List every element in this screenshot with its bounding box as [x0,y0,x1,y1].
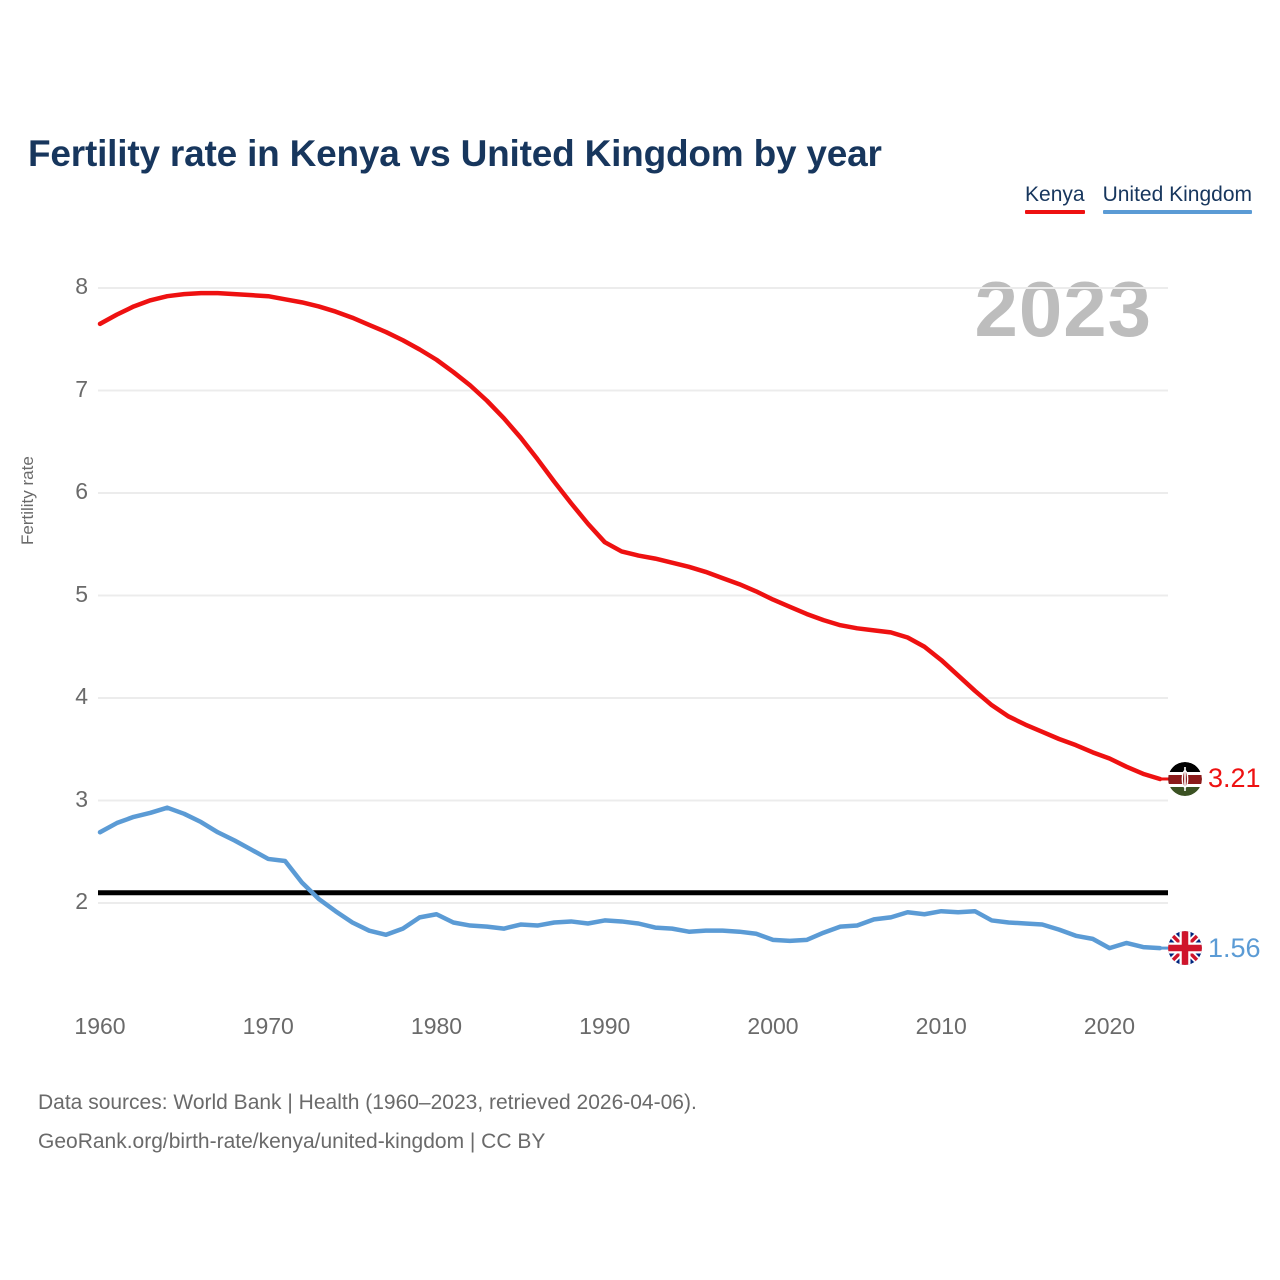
footer: Data sources: World Bank | Health (1960–… [38,1083,697,1161]
y-tick-label: 2 [75,888,88,914]
end-connectors [1160,777,1172,950]
legend-label-united-kingdom: United Kingdom [1102,183,1252,206]
end-label-united-kingdom[interactable]: 1.56 [1168,931,1261,966]
end-value-kenya: 3.21 [1208,763,1261,794]
x-tick-label: 1970 [242,1013,294,1039]
y-tick-label: 8 [75,273,88,299]
x-tick-label: 2010 [915,1013,967,1039]
legend-item-kenya[interactable]: Kenya [1025,183,1085,214]
kenya-flag-icon [1168,761,1202,796]
y-tick-label: 6 [75,478,88,504]
x-tick-label: 2020 [1083,1013,1136,1039]
y-tick-label: 7 [75,375,88,402]
legend-item-united-kingdom[interactable]: United Kingdom [1102,183,1252,214]
legend-swatch-kenya [1025,210,1085,214]
gridlines [98,287,1168,904]
end-value-united-kingdom: 1.56 [1208,932,1261,963]
footer-data-sources: Data sources: World Bank | Health (1960–… [38,1091,697,1114]
chart-legend: Kenya United Kingdom [1025,183,1252,214]
y-tick-label: 5 [75,580,88,607]
footer-attribution[interactable]: GeoRank.org/birth-rate/kenya/united-king… [38,1130,546,1153]
uk-flag-icon [1168,931,1202,966]
legend-swatch-united-kingdom [1102,210,1252,214]
x-tick-label: 1980 [410,1013,463,1039]
y-tick-label: 3 [75,785,88,812]
year-watermark: 2023 [974,265,1152,353]
legend-label-kenya: Kenya [1025,183,1085,206]
series-line-united-kingdom [97,805,1163,951]
x-tick-label: 1960 [74,1013,126,1039]
x-tick-label: 1990 [579,1013,631,1039]
y-axis-title: Fertility rate [18,456,37,545]
y-tick-label: 4 [75,683,88,709]
page-title: Fertility rate in Kenya vs United Kingdo… [28,132,882,174]
x-tick-label: 2000 [747,1013,799,1039]
series-line-kenya [97,290,1163,782]
end-label-kenya[interactable]: 3.21 [1168,761,1261,796]
